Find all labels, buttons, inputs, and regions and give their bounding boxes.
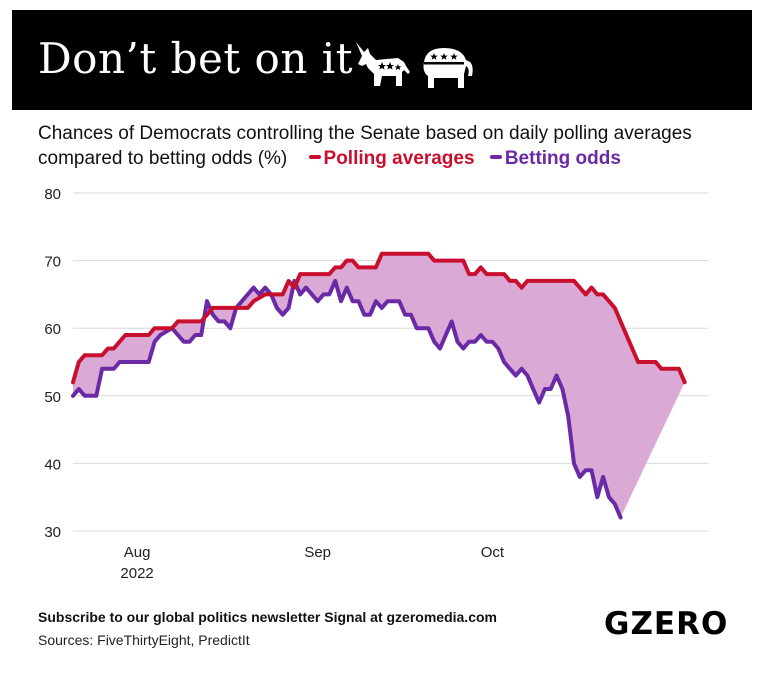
legend-item-betting: Betting odds bbox=[489, 146, 621, 171]
gzero-logo: GZERO bbox=[604, 606, 729, 642]
party-icons bbox=[356, 42, 473, 88]
gap-shaded-area bbox=[73, 253, 685, 518]
chart-area: 30 40 50 60 70 80 Aug 2022 Sep Oct bbox=[44, 186, 708, 582]
page-title: Don’t bet on it bbox=[38, 34, 354, 83]
chart-subtitle: Chances of Democrats controlling the Sen… bbox=[38, 121, 738, 171]
y-tick-label-50: 50 bbox=[44, 389, 61, 406]
x-tick-sublabel-aug: 2022 bbox=[120, 565, 153, 582]
elephant-icon bbox=[423, 48, 473, 88]
donkey-icon bbox=[356, 42, 410, 86]
legend-label-polling: Polling averages bbox=[323, 148, 475, 169]
y-tick-label-80: 80 bbox=[44, 186, 61, 203]
y-tick-label-70: 70 bbox=[44, 254, 61, 271]
title-banner: Don’t bet on it bbox=[12, 10, 752, 110]
y-tick-label-60: 60 bbox=[44, 321, 61, 338]
legend-swatch-polling bbox=[308, 154, 321, 159]
series-line-betting-odds bbox=[71, 278, 623, 520]
x-tick-label-sep: Sep bbox=[304, 544, 331, 561]
legend-item-polling: Polling averages bbox=[308, 146, 475, 171]
sources-text: Sources: FiveThirtyEight, PredictIt bbox=[38, 632, 250, 648]
x-tick-label-oct: Oct bbox=[481, 544, 505, 561]
series-line-polling-averages bbox=[71, 251, 687, 385]
legend-swatch-betting bbox=[489, 154, 502, 159]
subtitle-text: Chances of Democrats controlling the Sen… bbox=[38, 123, 692, 169]
y-tick-label-30: 30 bbox=[44, 524, 61, 541]
legend-label-betting: Betting odds bbox=[504, 148, 621, 169]
y-tick-label-40: 40 bbox=[44, 456, 61, 473]
x-tick-label-aug: Aug bbox=[124, 544, 151, 561]
newsletter-cta: Subscribe to our global politics newslet… bbox=[38, 609, 497, 625]
